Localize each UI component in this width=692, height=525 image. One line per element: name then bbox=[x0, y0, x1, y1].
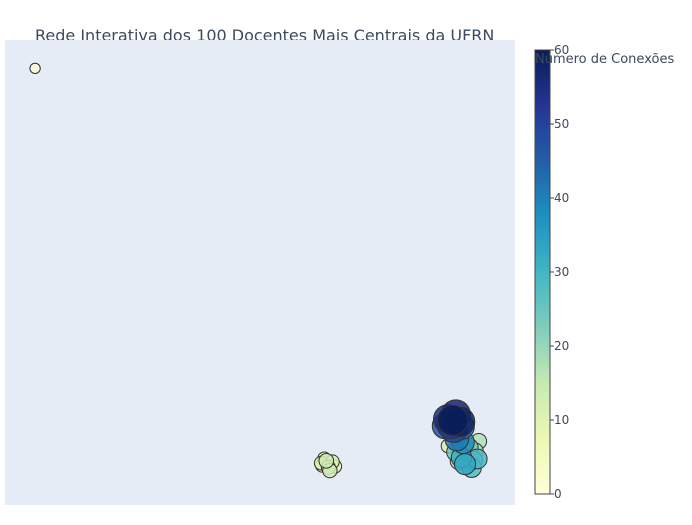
network-node[interactable] bbox=[454, 453, 477, 476]
network-node[interactable] bbox=[29, 62, 41, 75]
colorbar-title: Número de Conexões bbox=[535, 52, 674, 67]
network-node[interactable] bbox=[318, 452, 335, 469]
plot-area[interactable] bbox=[5, 40, 515, 505]
colorbar-tick-label: 40 bbox=[554, 191, 569, 205]
colorbar-tick-label: 0 bbox=[554, 487, 562, 501]
colorbar-tick-label: 20 bbox=[554, 339, 569, 353]
colorbar-tick-label: 30 bbox=[554, 265, 569, 279]
scatter-points bbox=[29, 62, 488, 479]
network-node[interactable] bbox=[437, 404, 469, 436]
colorbar-tick-label: 50 bbox=[554, 117, 569, 131]
colorbar bbox=[534, 49, 551, 495]
colorbar-ticks: 0 10 20 30 40 50 60 bbox=[550, 43, 569, 501]
colorbar-tick-label: 10 bbox=[554, 413, 569, 427]
colorbar-tick-label: 60 bbox=[554, 43, 569, 57]
